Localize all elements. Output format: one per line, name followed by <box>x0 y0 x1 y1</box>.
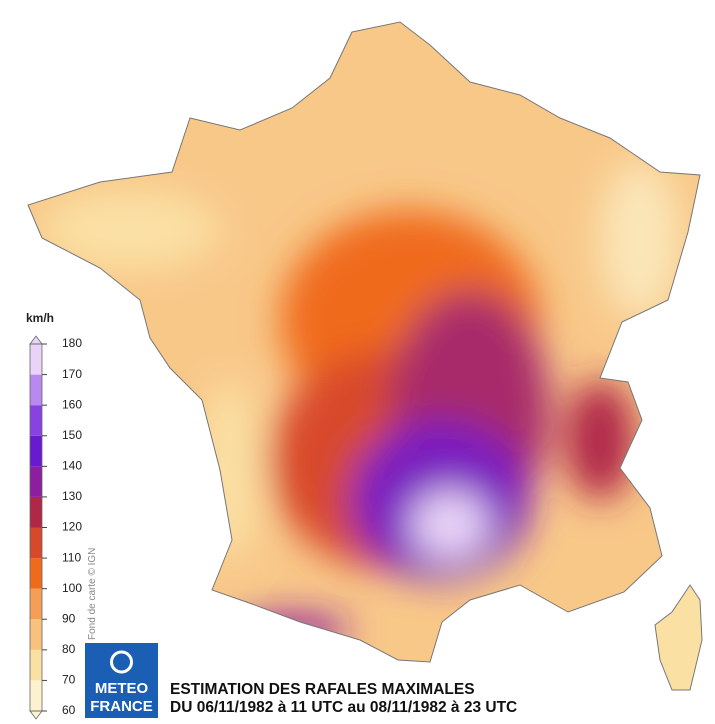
color-band <box>30 466 42 497</box>
color-band <box>30 588 42 620</box>
tick-label: 110 <box>62 550 81 564</box>
logo-box <box>85 643 158 718</box>
tick-label: 120 <box>62 520 82 534</box>
tick-label: 170 <box>62 367 82 381</box>
logo-line2: FRANCE <box>90 698 153 715</box>
logo-icon <box>110 650 133 674</box>
tick-label: 150 <box>62 428 82 442</box>
corsica <box>654 584 703 691</box>
color-band <box>30 496 42 528</box>
tick-label: 140 <box>62 459 82 473</box>
title-line2: DU 06/11/1982 à 11 UTC au 08/11/1982 à 2… <box>170 699 517 716</box>
tick-label: 160 <box>62 397 82 411</box>
color-band <box>30 619 42 650</box>
tick-label: 100 <box>62 581 82 595</box>
legend-arrow-top <box>29 335 43 345</box>
legend-arrow-bottom <box>29 710 43 720</box>
tick-label: 70 <box>62 673 76 687</box>
color-band <box>30 527 42 559</box>
tick-label: 130 <box>62 489 82 503</box>
color-band <box>30 374 42 406</box>
color-band <box>30 344 42 375</box>
color-band <box>30 558 42 589</box>
title-line1: ESTIMATION DES RAFALES MAXIMALES <box>170 681 475 698</box>
tick-label: 80 <box>62 642 76 656</box>
legend-unit: km/h <box>26 311 54 325</box>
tick-label: 90 <box>62 611 76 625</box>
legend: km/h 60 70 80 90 100 110 120 130 140 150 160 170 180 <box>26 311 82 720</box>
tick-label: 180 <box>62 336 82 350</box>
tick-label: 60 <box>62 703 76 717</box>
color-band <box>30 680 42 711</box>
color-band <box>30 649 42 681</box>
color-band <box>30 435 42 467</box>
logo-line1: METEO <box>95 680 149 697</box>
color-band <box>30 405 42 436</box>
credit: Fond de carte © IGN <box>87 548 98 640</box>
